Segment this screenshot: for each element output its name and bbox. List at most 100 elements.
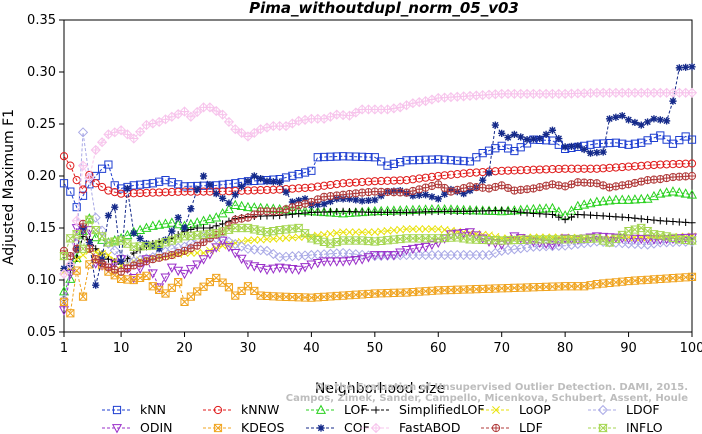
data-point bbox=[675, 159, 684, 169]
data-point bbox=[338, 247, 349, 259]
data-point bbox=[402, 225, 411, 233]
data-point bbox=[567, 213, 576, 221]
data-point bbox=[243, 186, 253, 195]
data-point bbox=[396, 176, 405, 185]
data-point bbox=[567, 164, 576, 173]
legend-item-cof: COF bbox=[306, 420, 370, 434]
legend-item-odin: ODIN bbox=[102, 420, 173, 434]
data-point bbox=[155, 253, 164, 262]
data-point bbox=[656, 116, 664, 124]
data-point bbox=[141, 255, 152, 265]
data-point bbox=[573, 164, 582, 173]
data-point bbox=[637, 121, 645, 129]
data-point bbox=[147, 269, 158, 279]
data-point bbox=[427, 181, 437, 191]
legend-item-inflo: INFLO bbox=[588, 420, 663, 434]
data-point bbox=[497, 166, 506, 175]
data-point bbox=[117, 257, 125, 265]
data-point bbox=[364, 208, 373, 216]
data-point bbox=[225, 199, 233, 207]
data-point bbox=[269, 178, 277, 186]
legend-marker bbox=[315, 404, 327, 414]
y-tick-label: 0.35 bbox=[27, 13, 56, 28]
data-point bbox=[453, 207, 461, 215]
data-point bbox=[643, 161, 652, 170]
data-point bbox=[224, 283, 234, 292]
y-tick-label: 0.10 bbox=[27, 273, 56, 288]
data-point bbox=[295, 196, 303, 205]
data-point bbox=[211, 243, 222, 253]
data-point bbox=[427, 172, 437, 181]
data-point bbox=[187, 205, 195, 213]
data-point bbox=[548, 210, 557, 219]
data-point bbox=[548, 126, 557, 134]
data-point bbox=[179, 269, 190, 280]
data-point bbox=[485, 207, 493, 215]
data-point bbox=[77, 160, 89, 171]
data-point bbox=[358, 208, 366, 216]
data-point bbox=[161, 188, 170, 197]
data-point bbox=[345, 228, 354, 237]
data-point bbox=[433, 238, 444, 249]
data-point bbox=[281, 173, 291, 182]
data-point bbox=[358, 177, 367, 187]
data-point bbox=[185, 111, 196, 122]
data-point bbox=[624, 162, 633, 171]
data-point bbox=[90, 231, 101, 242]
data-point bbox=[294, 170, 303, 179]
data-point bbox=[420, 242, 431, 253]
data-point bbox=[326, 229, 335, 238]
data-point bbox=[611, 163, 620, 172]
data-point bbox=[415, 191, 423, 199]
data-point bbox=[167, 187, 176, 197]
data-point bbox=[572, 200, 583, 211]
data-point bbox=[491, 206, 499, 215]
y-axis-label: Adjusted Maximum F1 bbox=[1, 109, 17, 265]
data-point bbox=[421, 183, 430, 192]
data-point bbox=[198, 255, 209, 265]
data-point bbox=[168, 227, 176, 235]
data-point bbox=[580, 145, 588, 154]
data-point bbox=[104, 255, 113, 263]
data-point bbox=[244, 236, 252, 245]
data-point bbox=[256, 186, 265, 195]
data-point bbox=[155, 188, 164, 197]
data-point bbox=[491, 144, 500, 153]
data-point bbox=[496, 240, 507, 251]
data-point bbox=[204, 102, 216, 113]
data-point bbox=[66, 161, 75, 170]
data-point bbox=[555, 134, 563, 143]
data-point bbox=[631, 214, 639, 222]
data-point bbox=[136, 234, 144, 242]
data-point bbox=[447, 207, 455, 215]
data-point bbox=[185, 265, 196, 275]
data-point bbox=[649, 160, 659, 170]
data-point bbox=[687, 159, 697, 168]
data-point bbox=[300, 168, 310, 177]
data-point bbox=[561, 164, 570, 173]
data-point bbox=[174, 187, 183, 196]
data-point bbox=[364, 228, 373, 237]
data-point bbox=[212, 222, 220, 230]
data-point bbox=[637, 215, 645, 223]
data-point bbox=[59, 297, 69, 306]
data-point bbox=[466, 207, 474, 215]
legend-label: LDOF bbox=[626, 402, 660, 417]
data-point bbox=[282, 188, 290, 196]
data-point bbox=[345, 195, 354, 203]
data-point bbox=[352, 196, 360, 204]
y-tick-label: 0.20 bbox=[27, 169, 56, 184]
data-point bbox=[510, 130, 518, 138]
data-point bbox=[320, 208, 328, 216]
x-axis-label: Neighborhood size bbox=[315, 381, 445, 397]
data-point bbox=[439, 234, 450, 244]
data-point bbox=[244, 177, 252, 185]
data-point bbox=[344, 256, 355, 267]
data-point bbox=[637, 161, 646, 170]
data-point bbox=[142, 271, 151, 280]
data-point bbox=[193, 185, 201, 194]
data-point bbox=[529, 135, 538, 143]
data-point bbox=[123, 184, 132, 193]
data-point bbox=[166, 217, 177, 227]
x-tick-label: 90 bbox=[620, 341, 637, 356]
